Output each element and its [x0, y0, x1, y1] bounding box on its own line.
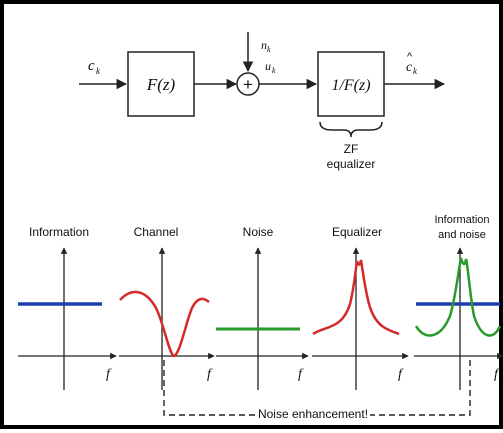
panel-info-noise: f — [414, 247, 503, 390]
output-subscript: k — [413, 66, 418, 76]
panel-title-info-noise-1: Information — [434, 214, 489, 226]
channel-block-label: F(z) — [146, 75, 176, 94]
info-noise-noise-spectrum — [414, 257, 502, 337]
channel-spectrum — [119, 290, 210, 358]
equalizer-block — [317, 51, 385, 117]
panel-info-noise-f-label: f — [494, 367, 500, 382]
input-symbol: c — [88, 58, 95, 74]
noise-subscript: k — [267, 45, 271, 54]
equalizer-block-label: 1/F(z) — [331, 77, 370, 94]
panel-noise: f — [216, 247, 309, 390]
panel-title-info-noise-2: and noise — [438, 229, 486, 241]
input-subscript: k — [96, 66, 101, 76]
brace-label-zf: ZF — [344, 142, 359, 156]
panel-information-f-label: f — [106, 367, 112, 382]
panel-title-noise: Noise — [243, 225, 274, 239]
panel-title-information: Information — [29, 225, 89, 239]
panel-channel-f-label: f — [207, 367, 213, 382]
noise-symbol: n — [261, 38, 267, 52]
block-diagram: c k F(z) n k + u k 1/F(z) ^ c k ZF equal… — [79, 32, 446, 171]
brace-label-equalizer: equalizer — [327, 157, 376, 171]
output-hat: ^ — [407, 51, 413, 63]
output-symbol: c — [406, 60, 413, 75]
panel-equalizer-f-label: f — [398, 367, 404, 382]
equalizer-brace — [319, 121, 383, 138]
noise-enhancement-label: Noise enhancement! — [258, 407, 368, 421]
panel-noise-f-label: f — [298, 367, 304, 382]
panel-equalizer: f — [312, 247, 409, 390]
summing-junction-sign: + — [243, 75, 253, 94]
panel-title-equalizer: Equalizer — [332, 225, 382, 239]
zf-equalizer-diagram: c k F(z) n k + u k 1/F(z) ^ c k ZF equal… — [18, 32, 503, 422]
panel-information: f — [18, 247, 117, 390]
equalizer-spectrum — [312, 259, 400, 336]
panel-channel: f — [119, 247, 215, 390]
noise-enhancement-connector: Noise enhancement! — [163, 360, 471, 422]
panel-title-channel: Channel — [134, 225, 179, 239]
sum-output-symbol: u — [265, 59, 271, 73]
sum-output-subscript: k — [272, 66, 276, 75]
noise-enhancement-label-bg — [256, 402, 370, 422]
